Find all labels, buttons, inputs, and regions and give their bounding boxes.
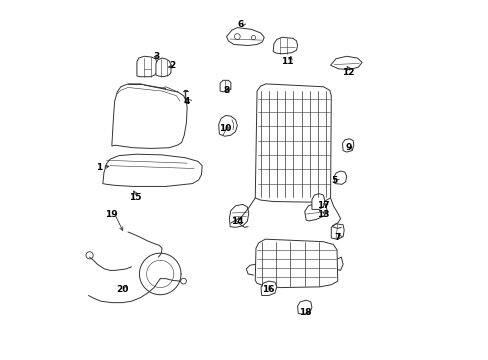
Text: 6: 6 [237,19,244,28]
Text: 14: 14 [230,217,243,226]
Text: 10: 10 [218,123,230,132]
Polygon shape [112,84,187,148]
Circle shape [251,36,255,40]
Polygon shape [273,37,297,54]
Polygon shape [156,58,171,77]
Text: 18: 18 [299,308,311,317]
Polygon shape [255,84,330,202]
Text: 20: 20 [116,285,128,294]
Polygon shape [297,300,311,315]
Circle shape [180,278,186,284]
Polygon shape [330,56,362,69]
Text: 16: 16 [261,285,273,294]
Text: 15: 15 [129,193,141,202]
Text: 1: 1 [96,163,102,172]
Text: 12: 12 [342,68,354,77]
Polygon shape [333,171,346,184]
Polygon shape [330,224,344,239]
Text: 8: 8 [223,86,229,95]
Polygon shape [220,80,230,92]
Text: 19: 19 [105,210,118,219]
Text: 7: 7 [334,233,340,242]
Circle shape [86,252,93,259]
Polygon shape [311,194,324,210]
Polygon shape [102,154,202,186]
Polygon shape [255,239,337,288]
Text: 13: 13 [317,210,329,219]
Polygon shape [137,56,156,77]
Polygon shape [218,116,237,136]
Polygon shape [342,139,353,152]
Text: 5: 5 [330,176,337,185]
Text: 17: 17 [316,201,329,210]
Circle shape [234,34,240,40]
Text: 9: 9 [345,143,351,152]
Text: 3: 3 [153,52,160,61]
Polygon shape [229,204,248,227]
Polygon shape [304,203,326,221]
Text: 11: 11 [281,57,293,66]
Polygon shape [226,28,264,45]
Text: 2: 2 [169,61,176,70]
Text: 4: 4 [183,96,190,105]
Polygon shape [261,281,276,296]
